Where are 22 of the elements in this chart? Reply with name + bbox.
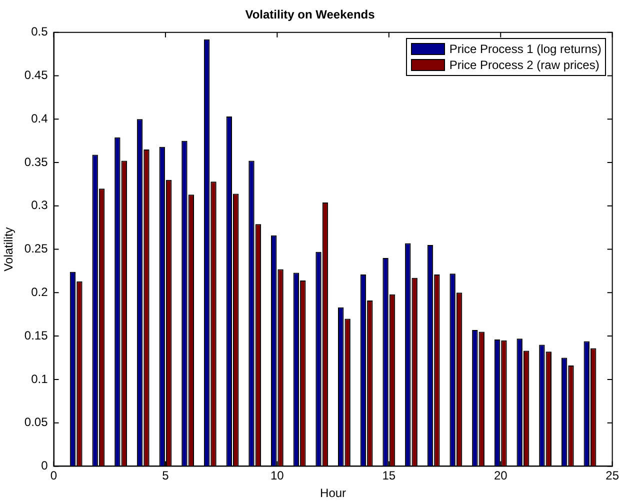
- y-tick-label: 0.2: [31, 284, 48, 299]
- y-tick-label: 0.25: [24, 242, 48, 256]
- x-tick-label: 10: [270, 468, 284, 483]
- x-axis-title: Hour: [320, 486, 346, 500]
- x-tick-label: 15: [382, 468, 396, 483]
- chart-title: Volatility on Weekends: [245, 8, 376, 22]
- legend-label: Price Process 2 (raw prices): [449, 58, 600, 72]
- x-tick-label: 20: [494, 468, 508, 483]
- x-tick-label: 25: [606, 468, 620, 483]
- x-tick-label: 0: [50, 468, 58, 483]
- y-tick-label: 0.1: [31, 372, 48, 386]
- y-tick-label: 0.05: [24, 415, 48, 430]
- legend-label: Price Process 1 (log returns): [449, 42, 602, 56]
- y-tick-label: 0.3: [31, 198, 48, 212]
- y-tick-label: 0.45: [24, 68, 48, 82]
- y-tick-label: 0.4: [31, 111, 48, 126]
- y-tick-label: 0.5: [31, 24, 48, 39]
- y-axis-title: Volatility: [2, 227, 16, 272]
- y-tick-label: 0: [41, 458, 48, 473]
- y-tick-label: 0.15: [24, 328, 48, 342]
- x-tick-label: 5: [162, 468, 170, 483]
- y-tick-label: 0.35: [24, 154, 48, 169]
